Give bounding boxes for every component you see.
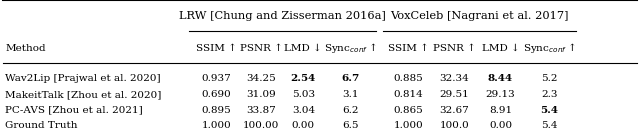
Text: 5.2: 5.2 [541, 74, 557, 83]
Text: 5.4: 5.4 [540, 106, 558, 114]
Text: 2.54: 2.54 [291, 74, 316, 83]
Text: 0.00: 0.00 [489, 121, 512, 130]
Text: LMD ↓: LMD ↓ [482, 44, 519, 53]
Text: 6.5: 6.5 [342, 121, 359, 130]
Text: 0.00: 0.00 [292, 121, 315, 130]
Text: PSNR ↑: PSNR ↑ [433, 44, 476, 53]
Text: 0.814: 0.814 [394, 90, 423, 99]
Text: 1.000: 1.000 [394, 121, 423, 130]
Text: 31.09: 31.09 [246, 90, 276, 99]
Text: LRW [Chung and Zisserman 2016a]: LRW [Chung and Zisserman 2016a] [179, 11, 386, 21]
Text: 2.3: 2.3 [541, 90, 557, 99]
Text: 0.895: 0.895 [202, 106, 231, 114]
Text: 33.87: 33.87 [246, 106, 276, 114]
Text: PSNR ↑: PSNR ↑ [240, 44, 282, 53]
Text: 29.13: 29.13 [486, 90, 515, 99]
Text: 8.44: 8.44 [488, 74, 513, 83]
Text: Wav2Lip [Prajwal et al. 2020]: Wav2Lip [Prajwal et al. 2020] [5, 74, 161, 83]
Text: 32.34: 32.34 [440, 74, 469, 83]
Text: 29.51: 29.51 [440, 90, 469, 99]
Text: 0.690: 0.690 [202, 90, 231, 99]
Text: Ground Truth: Ground Truth [5, 121, 77, 130]
Text: 6.7: 6.7 [342, 74, 360, 83]
Text: 1.000: 1.000 [202, 121, 231, 130]
Text: 32.67: 32.67 [440, 106, 469, 114]
Text: Sync$_{conf}$ ↑: Sync$_{conf}$ ↑ [522, 42, 576, 55]
Text: 0.865: 0.865 [394, 106, 423, 114]
Text: PC-AVS [Zhou et al. 2021]: PC-AVS [Zhou et al. 2021] [5, 106, 143, 114]
Text: 3.1: 3.1 [342, 90, 359, 99]
Text: 6.2: 6.2 [342, 106, 359, 114]
Text: 0.885: 0.885 [394, 74, 423, 83]
Text: SSIM ↑: SSIM ↑ [388, 44, 429, 53]
Text: 5.03: 5.03 [292, 90, 315, 99]
Text: 5.4: 5.4 [541, 121, 557, 130]
Text: 0.937: 0.937 [202, 74, 231, 83]
Text: VoxCeleb [Nagrani et al. 2017]: VoxCeleb [Nagrani et al. 2017] [390, 11, 568, 21]
Text: 100.0: 100.0 [440, 121, 469, 130]
Text: SSIM ↑: SSIM ↑ [196, 44, 237, 53]
Text: Method: Method [5, 44, 45, 53]
Text: 100.00: 100.00 [243, 121, 279, 130]
Text: 8.91: 8.91 [489, 106, 512, 114]
Text: Sync$_{conf}$ ↑: Sync$_{conf}$ ↑ [324, 42, 378, 55]
Text: 3.04: 3.04 [292, 106, 315, 114]
Text: MakeitTalk [Zhou et al. 2020]: MakeitTalk [Zhou et al. 2020] [5, 90, 161, 99]
Text: 34.25: 34.25 [246, 74, 276, 83]
Text: LMD ↓: LMD ↓ [285, 44, 322, 53]
